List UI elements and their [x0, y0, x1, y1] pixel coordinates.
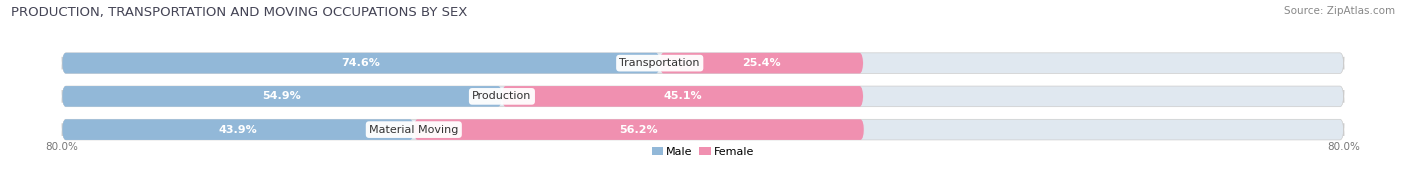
FancyBboxPatch shape	[62, 86, 502, 107]
Text: 80.0%: 80.0%	[45, 142, 79, 152]
Text: Production: Production	[472, 91, 531, 101]
FancyBboxPatch shape	[502, 86, 863, 107]
Text: 74.6%: 74.6%	[342, 58, 381, 68]
Text: 43.9%: 43.9%	[218, 125, 257, 135]
FancyBboxPatch shape	[62, 53, 659, 74]
Text: 25.4%: 25.4%	[742, 58, 780, 68]
Text: Source: ZipAtlas.com: Source: ZipAtlas.com	[1284, 6, 1395, 16]
Text: 80.0%: 80.0%	[1327, 142, 1361, 152]
FancyBboxPatch shape	[413, 119, 865, 140]
Legend: Male, Female: Male, Female	[647, 142, 759, 161]
Text: PRODUCTION, TRANSPORTATION AND MOVING OCCUPATIONS BY SEX: PRODUCTION, TRANSPORTATION AND MOVING OC…	[11, 6, 468, 19]
Text: 56.2%: 56.2%	[620, 125, 658, 135]
FancyBboxPatch shape	[62, 53, 1344, 74]
FancyBboxPatch shape	[659, 53, 863, 74]
Text: Material Moving: Material Moving	[370, 125, 458, 135]
Text: 54.9%: 54.9%	[263, 91, 301, 101]
FancyBboxPatch shape	[62, 119, 1344, 140]
FancyBboxPatch shape	[62, 86, 1344, 107]
FancyBboxPatch shape	[62, 119, 413, 140]
Text: 45.1%: 45.1%	[664, 91, 702, 101]
Text: Transportation: Transportation	[620, 58, 700, 68]
